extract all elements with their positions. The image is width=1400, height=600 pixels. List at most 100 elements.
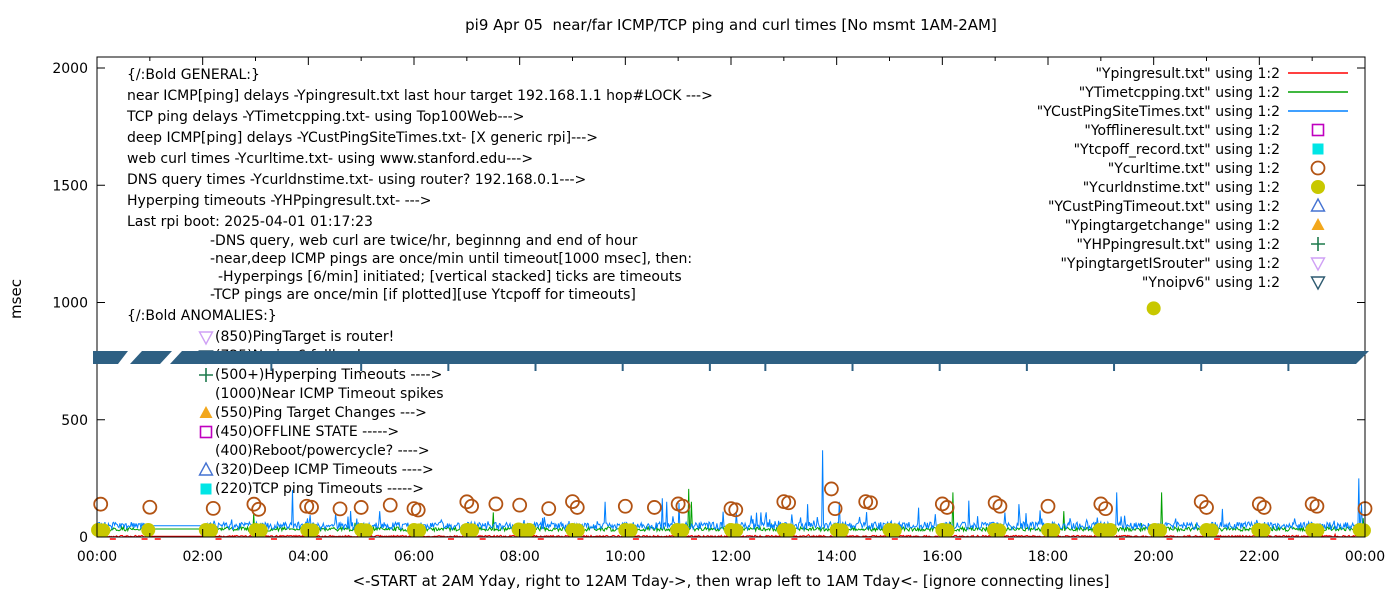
legend: "Ypingresult.txt" using 1:2 "YTimetcpping… — [1037, 66, 1348, 291]
circle-open-icon — [939, 500, 955, 515]
square-open-icon — [1311, 123, 1325, 137]
circle-filled-icon — [729, 523, 744, 538]
circle-filled-icon — [940, 523, 955, 538]
tri-up-filled-icon — [1311, 218, 1325, 230]
legend-label: "Ypingresult.txt" using 1:2 — [1095, 66, 1280, 82]
circle-open-icon — [569, 500, 585, 515]
circle-filled-icon — [204, 523, 219, 538]
circle-open-icon — [1309, 498, 1325, 514]
circle-open-icon — [992, 498, 1008, 514]
legend-label: "YpingtargetISrouter" using 1:2 — [1060, 256, 1280, 272]
anomaly-line: (400)Reboot/powercycle? ----> — [215, 443, 430, 459]
circle-open-icon — [823, 481, 839, 497]
circle-filled-icon — [1103, 522, 1118, 537]
triangle-up-filled-icon — [199, 406, 213, 418]
anomalies-header: {/:Bold ANOMALIES:} — [127, 308, 277, 324]
y-tick-label: 0 — [79, 530, 88, 546]
circle-filled-icon — [412, 523, 427, 538]
circle-filled-icon — [141, 522, 156, 537]
legend-label: "Ynoipv6" using 1:2 — [1142, 275, 1280, 291]
circle-open-icon — [93, 496, 109, 512]
circle-filled-icon — [305, 523, 320, 538]
anomaly-line: (1000)Near ICMP Timeout spikes — [215, 386, 444, 402]
circle-filled-icon — [359, 523, 374, 538]
circle-open-icon — [382, 497, 398, 513]
circle-open-icon — [464, 498, 479, 514]
triangle-down-open-icon — [1310, 276, 1326, 291]
circle-filled-icon — [1310, 523, 1325, 538]
circle-filled-icon — [1356, 523, 1371, 538]
circle-open-icon — [939, 500, 955, 515]
circle-open-icon — [1093, 496, 1109, 512]
circle-filled-icon — [1256, 523, 1271, 538]
circle-filled-icon — [1256, 523, 1271, 538]
x-tick-label: 02:00 — [182, 549, 222, 565]
circle-open-icon — [410, 502, 426, 518]
circle-filled-icon — [1356, 523, 1371, 538]
circle-open-icon — [1310, 160, 1326, 176]
x-tick-label: 18:00 — [1028, 549, 1068, 565]
circle-filled-icon — [1146, 301, 1161, 316]
circle-open-icon — [332, 501, 348, 517]
circle-filled-icon — [96, 523, 111, 538]
circle-open-icon — [410, 502, 426, 518]
circle-filled-icon — [204, 523, 219, 538]
tri-up-open-icon — [198, 461, 214, 476]
circle-open-icon — [728, 502, 744, 518]
circle-open-icon — [617, 498, 633, 514]
general-line: deep ICMP[ping] delays -YCustPingSiteTim… — [127, 130, 598, 146]
circle-filled-icon — [1311, 180, 1325, 194]
circle-open-icon — [512, 497, 528, 513]
circle-filled-icon — [623, 523, 638, 538]
axes: 00:00 02:00 04:00 06:00 08:00 10:00 12:00 14:00… — [52, 56, 1385, 565]
x-tick-label: 10:00 — [605, 549, 645, 565]
circle-filled-icon — [623, 523, 638, 538]
band-left-piece — [93, 351, 128, 364]
general-note-line: -near,deep ICMP pings are once/min until… — [210, 251, 692, 267]
circle-filled-icon — [1153, 523, 1168, 538]
legend-label: "Ycurldnstime.txt" using 1:2 — [1083, 180, 1280, 196]
tri-up-filled-icon — [199, 406, 213, 418]
circle-open-icon — [541, 501, 557, 517]
circle-open-icon — [488, 496, 504, 512]
circle-open-icon — [459, 494, 475, 510]
legend-label: "Ytcpoff_record.txt" using 1:2 — [1074, 142, 1280, 158]
circle-filled-icon — [1146, 301, 1161, 316]
circle-open-icon — [246, 496, 262, 512]
y-tick-label: 2000 — [52, 61, 88, 77]
circle-open-icon — [1040, 498, 1056, 514]
circle-filled-icon — [1153, 523, 1168, 538]
circle-filled-icon — [412, 523, 427, 538]
circle-filled-icon — [305, 523, 320, 538]
general-note-line: -TCP pings are once/min [if plotted][use… — [210, 287, 636, 303]
x-tick-label: 16:00 — [922, 549, 962, 565]
circle-open-icon — [1098, 501, 1113, 517]
circle-filled-icon — [522, 522, 537, 537]
circle-open-icon — [728, 502, 744, 518]
circle-open-icon — [675, 498, 691, 514]
x-tick-label: 12:00 — [711, 549, 751, 565]
anomaly-line: (500+)Hyperping Timeouts ----> — [215, 367, 442, 383]
circle-open-icon — [541, 501, 557, 517]
circle-filled-icon — [1046, 523, 1061, 538]
y-tick-label: 500 — [61, 413, 88, 429]
circle-open-icon — [251, 501, 267, 517]
circle-filled-icon — [1103, 522, 1118, 537]
circle-open-icon — [205, 500, 221, 516]
circle-open-icon — [1199, 500, 1214, 515]
legend-label: "YHPpingresult.txt" using 1:2 — [1076, 237, 1280, 253]
general-line: TCP ping delays -YTimetcpping.txt- using… — [126, 109, 524, 125]
band-main — [170, 351, 1369, 364]
x-tick-label: 06:00 — [394, 549, 434, 565]
legend-label: "Yofflineresult.txt" using 1:2 — [1084, 123, 1280, 139]
general-line: Hyperping timeouts -YHPpingresult.txt- -… — [127, 193, 432, 209]
general-note-line: -Hyperpings [6/min] initiated; [vertical… — [218, 269, 682, 285]
square-filled-icon — [1312, 143, 1324, 155]
circle-open-icon — [205, 500, 221, 516]
triangle-up-open-icon — [198, 461, 214, 476]
circle-open-icon — [569, 500, 585, 515]
circle-open-icon — [251, 501, 267, 517]
legend-label: "Ypingtargetchange" using 1:2 — [1065, 218, 1280, 234]
